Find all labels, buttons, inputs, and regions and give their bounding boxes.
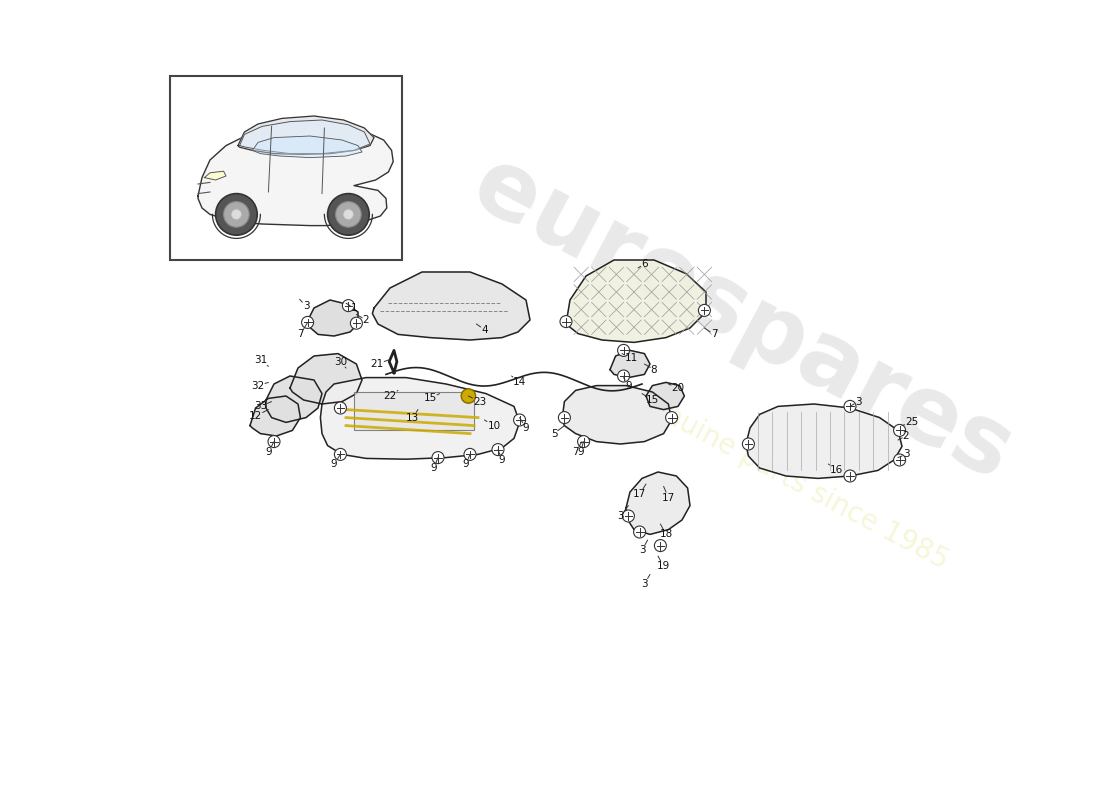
Text: 6: 6 bbox=[638, 259, 648, 269]
Polygon shape bbox=[250, 396, 300, 436]
Circle shape bbox=[334, 448, 346, 460]
Circle shape bbox=[893, 454, 905, 466]
Polygon shape bbox=[610, 350, 650, 378]
Circle shape bbox=[623, 510, 635, 522]
Text: 17: 17 bbox=[662, 486, 675, 502]
Circle shape bbox=[328, 194, 370, 235]
Text: 12: 12 bbox=[249, 410, 268, 421]
Bar bbox=[354, 392, 474, 430]
Text: eurospares: eurospares bbox=[456, 139, 1027, 501]
Circle shape bbox=[336, 202, 361, 227]
Text: 9: 9 bbox=[498, 450, 505, 465]
Text: 3: 3 bbox=[850, 397, 861, 406]
Circle shape bbox=[617, 370, 629, 382]
Text: 1: 1 bbox=[346, 303, 358, 313]
Circle shape bbox=[666, 411, 678, 424]
Text: 25: 25 bbox=[902, 418, 918, 427]
Circle shape bbox=[461, 389, 475, 403]
Polygon shape bbox=[646, 382, 684, 410]
Circle shape bbox=[578, 435, 590, 447]
Text: 23: 23 bbox=[469, 396, 486, 406]
Text: 20: 20 bbox=[669, 383, 684, 393]
Text: 13: 13 bbox=[406, 410, 419, 422]
Circle shape bbox=[514, 414, 526, 426]
Text: 19: 19 bbox=[657, 556, 670, 571]
Polygon shape bbox=[238, 116, 374, 154]
Polygon shape bbox=[562, 386, 672, 444]
Text: 8: 8 bbox=[645, 364, 658, 374]
Text: 3: 3 bbox=[639, 540, 648, 555]
Circle shape bbox=[432, 451, 444, 464]
Circle shape bbox=[343, 210, 353, 219]
Circle shape bbox=[268, 435, 280, 447]
Polygon shape bbox=[205, 171, 225, 180]
Text: 2: 2 bbox=[356, 314, 370, 325]
Text: 18: 18 bbox=[659, 524, 672, 539]
Text: 31: 31 bbox=[254, 355, 268, 366]
Text: 9: 9 bbox=[331, 454, 340, 469]
Text: 15: 15 bbox=[642, 394, 659, 405]
Text: 22: 22 bbox=[384, 390, 398, 401]
Text: 11: 11 bbox=[621, 354, 638, 363]
Polygon shape bbox=[198, 128, 393, 226]
Text: 7: 7 bbox=[297, 322, 308, 339]
Polygon shape bbox=[266, 376, 322, 422]
Circle shape bbox=[698, 305, 711, 317]
Text: 7: 7 bbox=[572, 442, 582, 457]
Polygon shape bbox=[240, 120, 370, 154]
Circle shape bbox=[492, 443, 504, 456]
Polygon shape bbox=[373, 272, 530, 340]
Text: 9: 9 bbox=[624, 378, 631, 390]
Circle shape bbox=[223, 202, 250, 227]
Text: 3: 3 bbox=[898, 450, 910, 459]
Circle shape bbox=[342, 300, 354, 312]
Text: 7: 7 bbox=[704, 328, 717, 339]
Polygon shape bbox=[320, 378, 519, 459]
Polygon shape bbox=[306, 300, 358, 336]
Text: 32: 32 bbox=[252, 381, 268, 390]
Circle shape bbox=[634, 526, 646, 538]
Text: 21: 21 bbox=[371, 359, 388, 369]
Text: 30: 30 bbox=[333, 357, 346, 368]
FancyBboxPatch shape bbox=[170, 76, 402, 260]
Text: 17: 17 bbox=[632, 484, 646, 499]
Circle shape bbox=[893, 424, 905, 437]
Circle shape bbox=[351, 318, 362, 330]
Text: 4: 4 bbox=[476, 324, 487, 334]
Circle shape bbox=[559, 411, 571, 424]
Text: 15: 15 bbox=[424, 394, 440, 403]
Polygon shape bbox=[566, 260, 706, 342]
Text: 2: 2 bbox=[898, 431, 910, 441]
Text: 3: 3 bbox=[641, 574, 650, 589]
Circle shape bbox=[301, 317, 314, 328]
Text: 9: 9 bbox=[431, 458, 438, 473]
Circle shape bbox=[216, 194, 257, 235]
Text: 16: 16 bbox=[828, 464, 843, 475]
Circle shape bbox=[654, 540, 667, 552]
Circle shape bbox=[334, 402, 346, 414]
Circle shape bbox=[560, 315, 572, 328]
Text: 3: 3 bbox=[299, 299, 309, 311]
Polygon shape bbox=[252, 136, 362, 158]
Circle shape bbox=[232, 210, 241, 219]
Text: 5: 5 bbox=[551, 426, 564, 438]
Polygon shape bbox=[626, 472, 690, 534]
Text: 3: 3 bbox=[617, 506, 628, 521]
Circle shape bbox=[742, 438, 755, 450]
Circle shape bbox=[464, 448, 476, 460]
Circle shape bbox=[617, 344, 629, 357]
Circle shape bbox=[844, 470, 856, 482]
Text: 9: 9 bbox=[519, 418, 529, 433]
Circle shape bbox=[844, 400, 856, 413]
Text: 9: 9 bbox=[463, 454, 470, 469]
Text: genuine parts since 1985: genuine parts since 1985 bbox=[627, 385, 953, 575]
Text: 9: 9 bbox=[578, 442, 584, 457]
Text: 33: 33 bbox=[254, 402, 272, 411]
Polygon shape bbox=[746, 404, 902, 478]
Text: 14: 14 bbox=[512, 376, 526, 387]
Text: 10: 10 bbox=[484, 420, 500, 430]
Text: 9: 9 bbox=[265, 442, 274, 457]
Polygon shape bbox=[290, 354, 362, 404]
